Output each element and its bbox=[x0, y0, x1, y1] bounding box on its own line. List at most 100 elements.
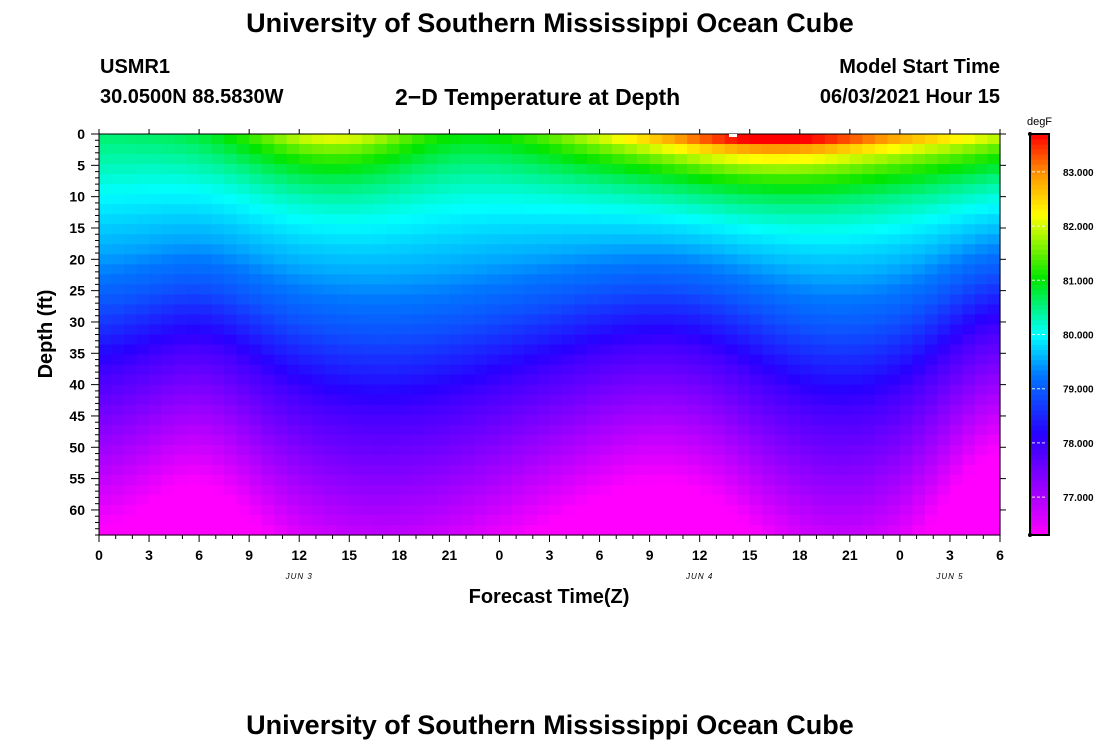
heatmap-cell bbox=[199, 404, 213, 416]
heatmap-cell bbox=[549, 484, 563, 496]
heatmap-cell bbox=[486, 134, 501, 145]
heatmap-cell bbox=[849, 184, 863, 195]
colorbar-swatch bbox=[1030, 394, 1049, 401]
heatmap-cell bbox=[624, 334, 638, 346]
heatmap-cell bbox=[562, 274, 576, 285]
heatmap-cell bbox=[612, 164, 626, 175]
heatmap-cell bbox=[562, 354, 576, 366]
heatmap-cell bbox=[274, 134, 288, 145]
heatmap-cell bbox=[587, 194, 601, 205]
heatmap-cell bbox=[249, 434, 263, 446]
heatmap-cell bbox=[562, 484, 576, 496]
heatmap-cell bbox=[311, 434, 325, 446]
heatmap-cell bbox=[161, 234, 175, 245]
heatmap-cell bbox=[687, 424, 701, 436]
heatmap-cell bbox=[111, 264, 125, 275]
heatmap-cell bbox=[749, 294, 763, 306]
heatmap-cell bbox=[199, 444, 213, 456]
heatmap-cell bbox=[124, 214, 138, 225]
heatmap-cell bbox=[774, 164, 788, 175]
heatmap-cell bbox=[887, 234, 901, 245]
heatmap-cell bbox=[424, 254, 438, 265]
heatmap-cell bbox=[111, 354, 125, 366]
heatmap-cell bbox=[274, 364, 288, 376]
heatmap-cell bbox=[712, 184, 726, 195]
heatmap-cell bbox=[637, 394, 651, 406]
heatmap-cell bbox=[587, 444, 601, 456]
heatmap-cell bbox=[474, 214, 488, 225]
heatmap-cell bbox=[511, 274, 526, 285]
heatmap-cell bbox=[862, 324, 876, 336]
heatmap-cell bbox=[912, 414, 926, 426]
heatmap-cell bbox=[874, 434, 888, 446]
heatmap-cell bbox=[249, 444, 263, 456]
heatmap-cell bbox=[524, 144, 538, 155]
heatmap-cell bbox=[812, 364, 826, 376]
heatmap-cell bbox=[612, 174, 626, 185]
heatmap-cell bbox=[149, 364, 163, 376]
heatmap-cell bbox=[474, 194, 488, 205]
heatmap-cell bbox=[399, 144, 413, 155]
x-tick-label: 3 bbox=[145, 547, 153, 563]
heatmap-cell bbox=[436, 354, 450, 366]
heatmap-cell bbox=[587, 314, 601, 326]
heatmap-cell bbox=[111, 514, 125, 526]
colorbar-swatch bbox=[1030, 429, 1049, 436]
heatmap-cell bbox=[574, 484, 588, 496]
heatmap-cell bbox=[862, 154, 876, 165]
heatmap-cell bbox=[574, 234, 588, 245]
heatmap-cell bbox=[649, 344, 663, 356]
heatmap-cell bbox=[574, 334, 588, 346]
heatmap-cell bbox=[762, 354, 776, 366]
heatmap-cell bbox=[824, 224, 838, 235]
heatmap-cell bbox=[349, 184, 363, 195]
heatmap-cell bbox=[649, 234, 663, 245]
heatmap-cell bbox=[149, 394, 163, 406]
heatmap-cell bbox=[211, 284, 225, 296]
heatmap-cell bbox=[361, 404, 375, 416]
heatmap-cell bbox=[224, 344, 238, 356]
heatmap-cell bbox=[499, 354, 513, 366]
heatmap-cell bbox=[587, 244, 601, 255]
heatmap-cell bbox=[174, 134, 188, 145]
heatmap-cell bbox=[324, 274, 338, 285]
heatmap-cell bbox=[211, 444, 225, 456]
heatmap-cell bbox=[749, 304, 763, 316]
heatmap-cell bbox=[361, 244, 375, 255]
heatmap-cell bbox=[199, 274, 213, 285]
heatmap-cell bbox=[374, 154, 388, 165]
heatmap-cell bbox=[161, 194, 175, 205]
heatmap-cell bbox=[311, 504, 325, 516]
date-label: JUN 3 bbox=[285, 572, 313, 581]
heatmap-cell bbox=[674, 214, 688, 225]
heatmap-cell bbox=[99, 334, 113, 346]
heatmap-cell bbox=[724, 204, 738, 215]
heatmap-cell bbox=[411, 374, 425, 386]
heatmap-cell bbox=[499, 494, 513, 506]
heatmap-cell bbox=[549, 214, 563, 225]
heatmap-cell bbox=[912, 384, 926, 396]
colorbar-swatch bbox=[1030, 239, 1049, 245]
heatmap-cell bbox=[599, 454, 613, 466]
heatmap-cell bbox=[549, 384, 563, 396]
heatmap-cell bbox=[574, 214, 588, 225]
heatmap-cell bbox=[612, 194, 626, 205]
heatmap-cell bbox=[224, 424, 238, 436]
heatmap-cell bbox=[361, 424, 375, 436]
heatmap-cell bbox=[687, 294, 701, 306]
heatmap-cell bbox=[862, 274, 876, 285]
colorbar-swatch bbox=[1030, 399, 1049, 406]
heatmap-cell bbox=[286, 294, 300, 306]
x-tick-label: 12 bbox=[291, 547, 307, 563]
heatmap-cell bbox=[174, 304, 188, 316]
heatmap-cell bbox=[349, 434, 363, 446]
heatmap-cell bbox=[449, 504, 463, 516]
heatmap-cell bbox=[524, 184, 538, 195]
heatmap-cell bbox=[687, 304, 701, 316]
heatmap-cell bbox=[536, 214, 551, 225]
heatmap-cell bbox=[549, 374, 563, 386]
heatmap-cell bbox=[812, 184, 826, 195]
heatmap-cell bbox=[436, 154, 450, 165]
heatmap-cell bbox=[424, 434, 438, 446]
heatmap-cell bbox=[787, 264, 801, 275]
